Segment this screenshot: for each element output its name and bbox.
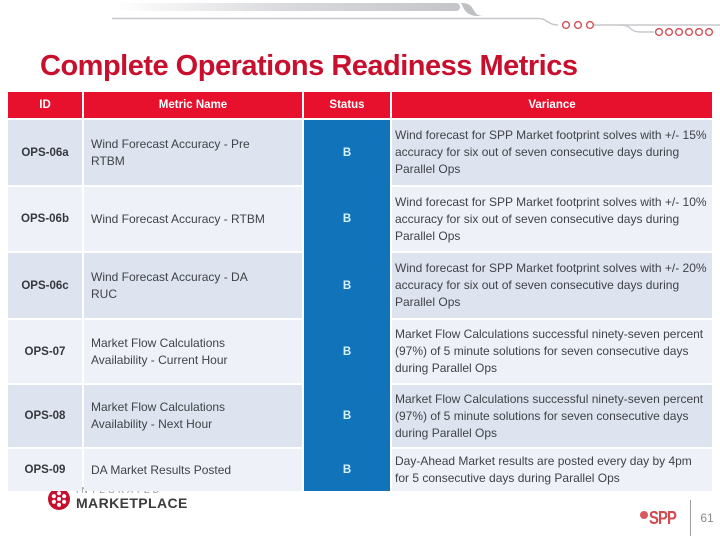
spp-logo-text: SPP (648, 507, 677, 528)
status-badge: B (342, 279, 352, 292)
table-body: OPS-06a Wind Forecast Accuracy - Pre RTBM… (8, 120, 712, 491)
metric-id: OPS-06c (8, 253, 82, 318)
status-column-band (304, 120, 390, 491)
metric-id: OPS-09 (8, 449, 82, 491)
marketplace-logo-line2: MARKETPLACE (76, 494, 188, 511)
table-row: OPS-08 Market Flow Calculations Availabil… (8, 385, 712, 447)
metric-name: Wind Forecast Accuracy - Pre RTBM (84, 120, 302, 185)
column-header-id: ID (8, 92, 82, 118)
table-row: OPS-06c Wind Forecast Accuracy - DA RUC B W… (8, 253, 712, 318)
footer-divider (690, 500, 691, 536)
column-header-metric-name: Metric Name (84, 92, 302, 118)
decoration-dots-icon (561, 20, 714, 37)
metric-variance: Wind forecast for SPP Market footprint s… (392, 187, 712, 251)
status-badge: B (342, 345, 352, 358)
metric-name: DA Market Results Posted (84, 449, 302, 491)
table-row: OPS-09 DA Market Results Posted B Day-Ahead… (8, 449, 712, 491)
spp-dot-icon (639, 511, 648, 519)
marketplace-emblem-icon (48, 488, 70, 510)
metric-id: OPS-06b (8, 187, 82, 251)
page-number: 61 (700, 511, 714, 525)
table-row: OPS-06b Wind Forecast Accuracy - RTBM B Win… (8, 187, 712, 251)
metrics-table: ID Metric Name Status Variance OPS-06a Wi… (8, 92, 712, 493)
table-row: OPS-06a Wind Forecast Accuracy - Pre RTBM… (8, 120, 712, 185)
metric-variance: Wind forecast for SPP Market footprint s… (392, 253, 712, 318)
table-header-row: ID Metric Name Status Variance (8, 92, 712, 118)
status-badge: B (342, 213, 352, 225)
metric-id: OPS-06a (8, 120, 82, 185)
metric-id: OPS-07 (8, 320, 82, 383)
spp-logo: SPP (639, 507, 682, 529)
metric-variance: Market Flow Calculations successful nine… (392, 385, 712, 447)
metric-variance: Wind forecast for SPP Market footprint s… (392, 120, 712, 185)
slide-footer-right: SPP 61 (639, 500, 715, 536)
metric-variance: Day-Ahead Market results are posted ever… (392, 449, 712, 491)
metric-name: Wind Forecast Accuracy - RTBM (84, 187, 302, 251)
metric-id: OPS-08 (8, 385, 82, 447)
status-badge: B (342, 464, 352, 476)
metric-name: Market Flow Calculations Availability - … (84, 385, 302, 447)
metric-name: Wind Forecast Accuracy - DA RUC (84, 253, 302, 318)
status-badge: B (342, 410, 352, 422)
status-badge: B (342, 146, 352, 159)
column-header-status: Status (304, 92, 390, 118)
table-row: OPS-07 Market Flow Calculations Availabil… (8, 320, 712, 383)
metric-variance: Market Flow Calculations successful nine… (392, 320, 712, 383)
header-decoration (112, 3, 720, 37)
page-title: Complete Operations Readiness Metrics (40, 50, 578, 82)
column-header-variance: Variance (392, 92, 712, 118)
metric-name: Market Flow Calculations Availability - … (84, 320, 302, 383)
